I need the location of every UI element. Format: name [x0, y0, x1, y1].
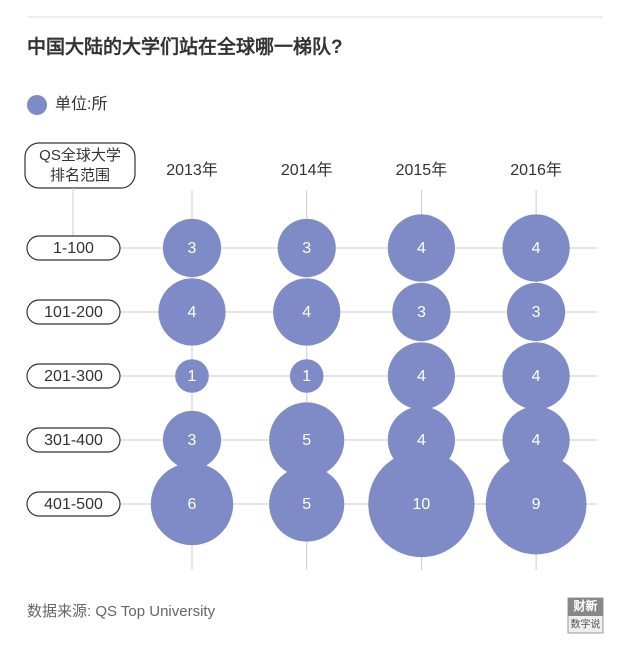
bubble: [162, 218, 222, 278]
bubble: [269, 402, 345, 478]
bubble: [502, 214, 570, 282]
x-tick-label: 2013年: [166, 161, 218, 179]
value-label: 1: [302, 368, 311, 385]
bubble: [485, 453, 587, 555]
logo-top: [568, 598, 603, 616]
y-tick-label: 101-200: [44, 304, 103, 321]
x-tick-label: 2016年: [510, 161, 562, 179]
value-label: 10: [413, 496, 431, 513]
row-label-box: [26, 363, 121, 389]
value-label: 3: [188, 240, 197, 257]
bubble: [507, 282, 566, 342]
bubble: [387, 214, 455, 282]
value-label: 5: [302, 432, 311, 449]
x-tick-label: 2015年: [396, 161, 448, 179]
value-label: 4: [532, 240, 541, 257]
bubble: [162, 410, 222, 470]
row-label-box: [26, 491, 121, 517]
y-tick-label: 301-400: [44, 432, 103, 449]
logo-text: 数字说: [571, 618, 601, 631]
y-header-box: [24, 142, 136, 189]
value-label: 4: [417, 240, 426, 257]
row-label-box: [26, 235, 121, 261]
value-label: 3: [532, 304, 541, 321]
y-tick-label: 201-300: [44, 368, 103, 385]
value-label: 3: [302, 240, 311, 257]
value-label: 4: [417, 368, 426, 385]
source: 数据来源: QS Top University: [27, 603, 216, 620]
bubble: [368, 450, 475, 558]
value-label: 9: [532, 496, 541, 513]
value-label: 5: [302, 496, 311, 513]
value-label: 4: [417, 432, 426, 449]
value-label: 1: [188, 368, 197, 385]
bubble: [175, 359, 209, 393]
chart-title: 中国大陆的大学们站在全球哪一梯队?: [27, 35, 343, 58]
x-tick-label: 2014年: [281, 161, 333, 179]
value-label: 3: [417, 304, 426, 321]
logo-text: 财新: [572, 598, 597, 613]
value-label: 4: [302, 304, 311, 321]
bubble: [289, 359, 324, 393]
row-label-box: [26, 299, 121, 325]
bubble: [150, 462, 234, 546]
bubble: [392, 282, 451, 342]
row-label-box: [26, 427, 121, 453]
value-label: 4: [532, 432, 541, 449]
value-label: 6: [188, 496, 197, 513]
bubble: [502, 342, 570, 410]
value-label: 3: [188, 432, 197, 449]
legend-marker: [27, 95, 47, 115]
bubble: [158, 278, 226, 346]
bubble: [387, 342, 455, 410]
y-tick-label: 1-100: [53, 240, 94, 257]
value-label: 4: [532, 368, 541, 385]
legend-label: 单位:所: [55, 95, 107, 113]
y-axis-label: QS全球大学: [39, 146, 121, 164]
bubble: [273, 278, 341, 346]
y-axis-label: 排名范围: [50, 167, 110, 184]
bubble: [269, 466, 345, 542]
y-tick-label: 401-500: [44, 496, 103, 513]
bubble: [277, 218, 336, 278]
value-label: 4: [188, 304, 197, 321]
